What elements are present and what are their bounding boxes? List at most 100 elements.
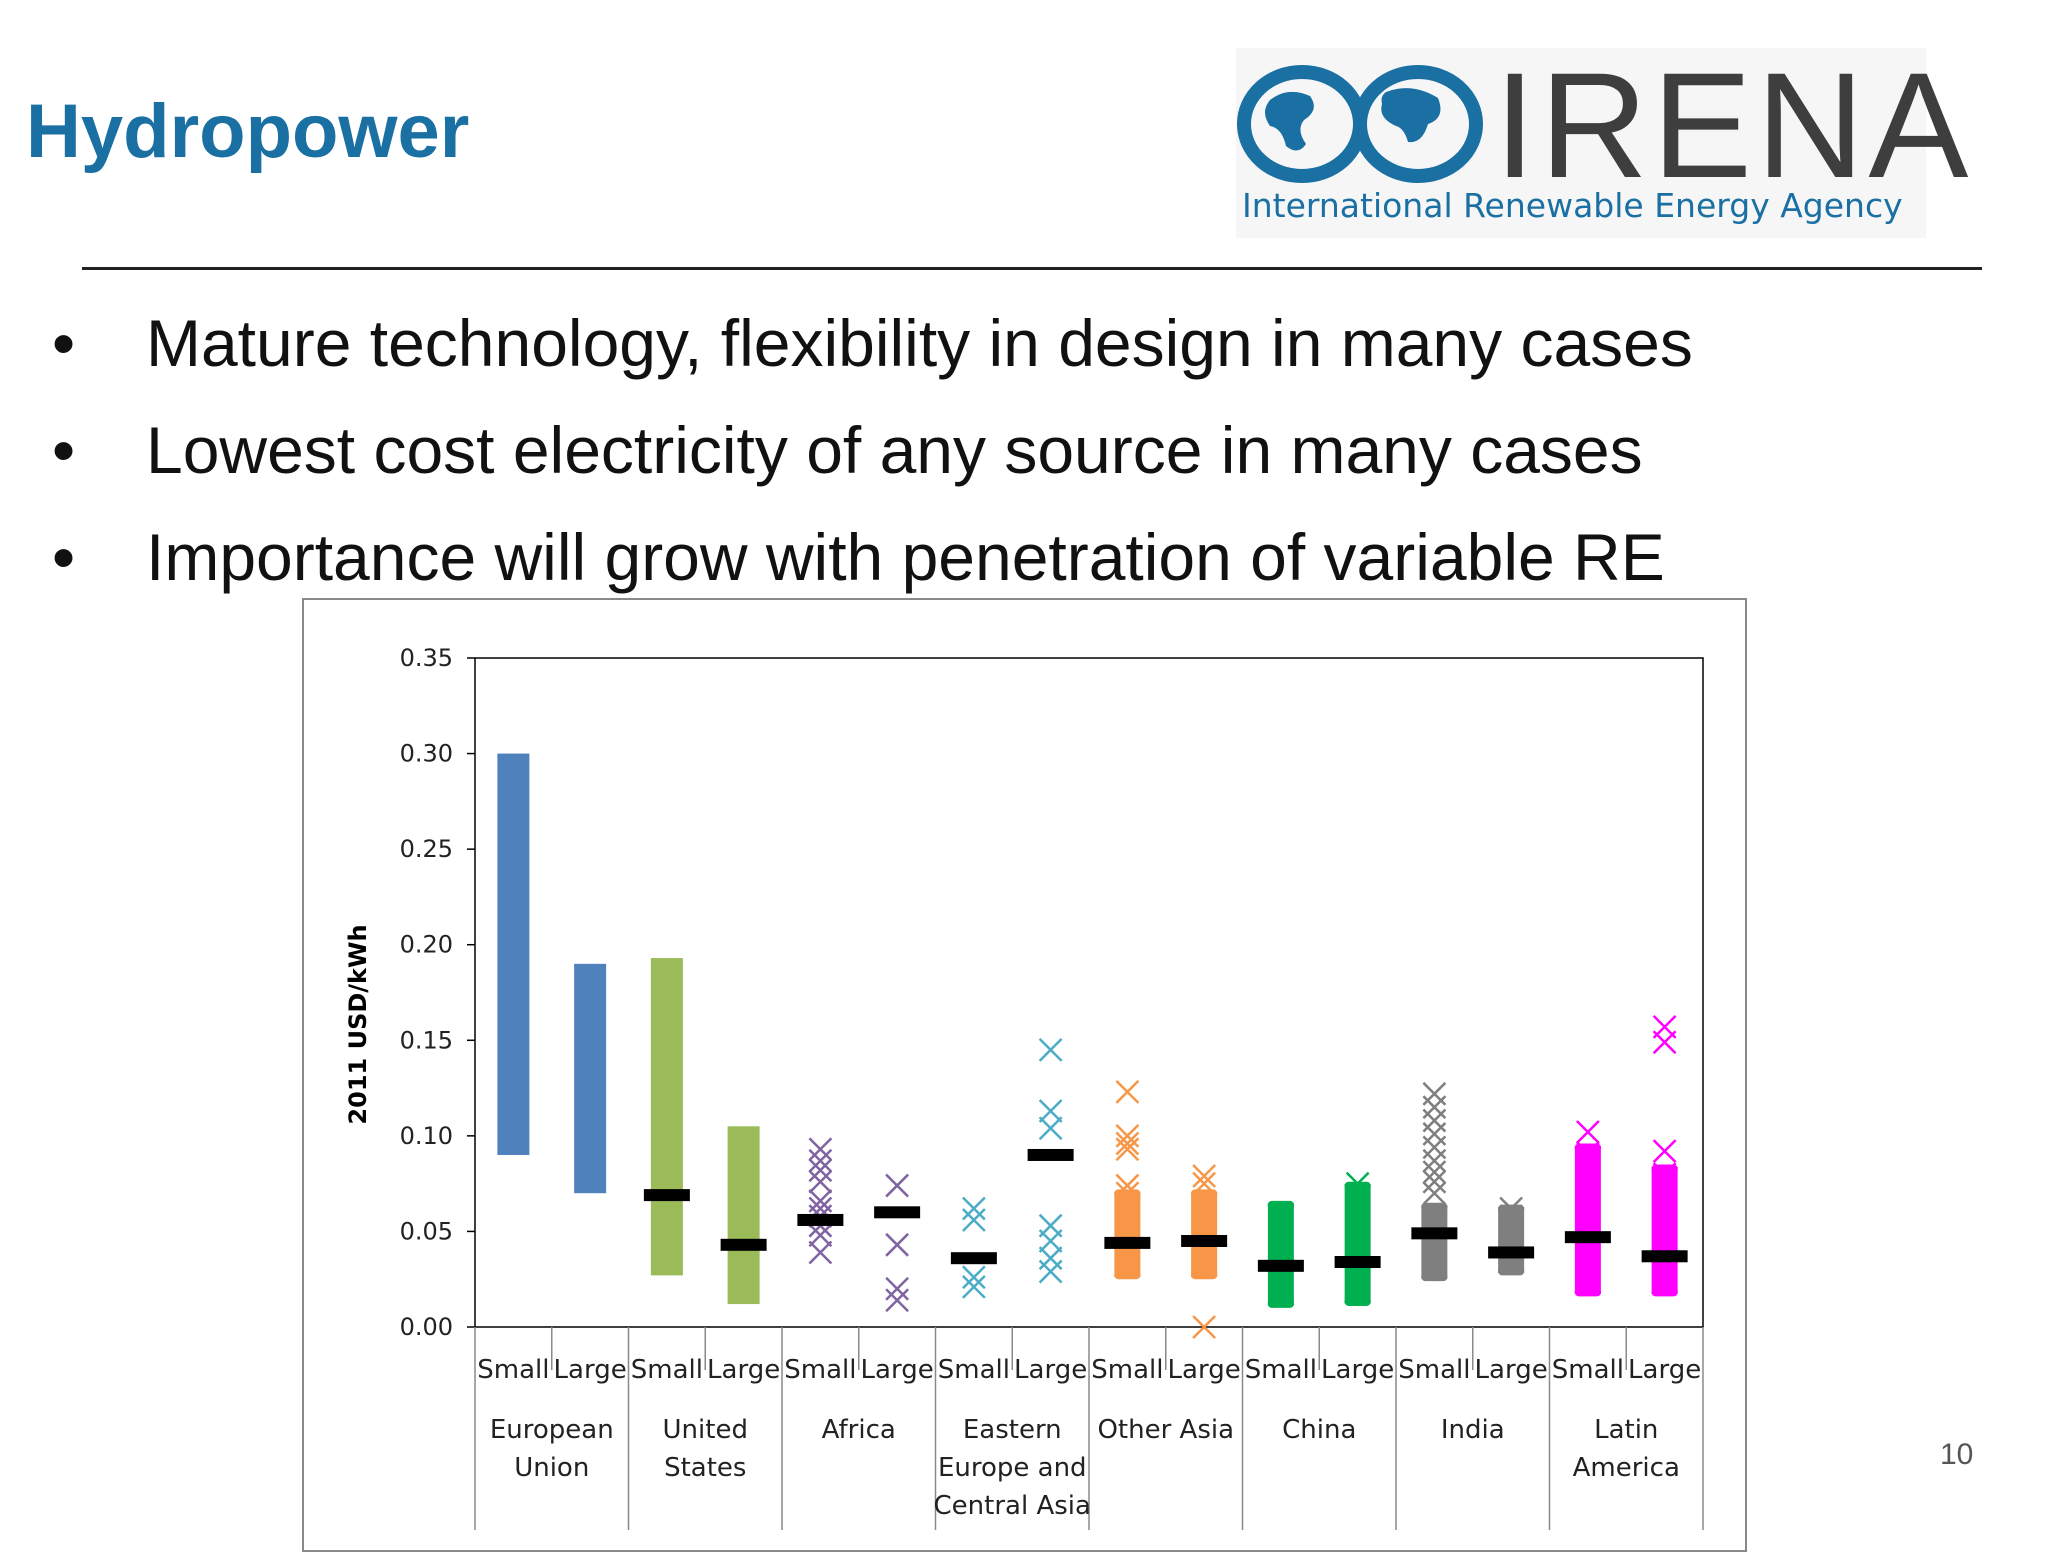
- data-point-cross: [1192, 1164, 1217, 1188]
- region-label: Eastern: [963, 1415, 1062, 1445]
- mean-marker: [797, 1213, 844, 1226]
- data-point-cross: [1575, 1120, 1600, 1144]
- data-point-cross: [1422, 1148, 1447, 1173]
- size-tick-label: Large: [1475, 1355, 1548, 1385]
- data-point-cross: [885, 1232, 910, 1257]
- mean-marker: [1564, 1231, 1611, 1244]
- cluster-edge: [1421, 1205, 1448, 1279]
- y-tick-label: 0.20: [400, 931, 453, 959]
- bullet-text: Importance will grow with penetration of…: [146, 520, 1665, 594]
- size-tick-label: Large: [1168, 1355, 1241, 1385]
- region-label: India: [1441, 1415, 1505, 1445]
- size-tick-label: Small: [1552, 1355, 1624, 1385]
- data-point-cross: [1038, 1259, 1063, 1284]
- data-point-cross: [961, 1265, 986, 1290]
- y-axis-label: 2011 USD/kWh: [344, 924, 372, 1124]
- data-point-cross: [1115, 1137, 1140, 1162]
- region-label: Central Asia: [934, 1491, 1091, 1521]
- logo-globe-left: [1237, 65, 1367, 183]
- region-label: Latin: [1594, 1415, 1658, 1445]
- region-label: Europe and: [938, 1453, 1087, 1483]
- data-point-cross: [1499, 1204, 1524, 1229]
- data-point-cross: [1038, 1037, 1063, 1062]
- data-point-cross: [1499, 1196, 1524, 1221]
- size-tick-label: Small: [1245, 1355, 1317, 1385]
- data-point-cross: [1422, 1081, 1447, 1106]
- data-point-cross: [808, 1137, 833, 1162]
- region-label: European: [490, 1415, 614, 1445]
- data-point-cross: [1422, 1108, 1447, 1133]
- data-point-cross: [1115, 1080, 1140, 1104]
- chart-frame: 0.00 0.05 0.10 0.15 0.20 0.25 0.30 0.35 2011 USD…: [302, 598, 1747, 1552]
- data-point-cross: [808, 1148, 833, 1173]
- size-tick-label: Large: [707, 1355, 780, 1385]
- point-cluster: [1191, 1189, 1218, 1280]
- bullet-text: Mature technology, flexibility in design…: [146, 306, 1693, 380]
- data-point-cross: [1345, 1183, 1370, 1207]
- region-label: America: [1573, 1453, 1680, 1483]
- mean-marker: [1257, 1259, 1304, 1272]
- bullet-text: Lowest cost electricity of any source in…: [146, 413, 1643, 487]
- y-tick-label: 0.05: [400, 1217, 453, 1245]
- data-point-cross: [961, 1196, 986, 1221]
- logo-wordmark: IRENA: [1494, 41, 1973, 209]
- data-point-cross: [1652, 1030, 1677, 1055]
- region-label: Other Asia: [1097, 1415, 1234, 1445]
- mean-marker: [1488, 1246, 1535, 1259]
- size-tick-label: Small: [631, 1355, 703, 1385]
- data-point-cross: [1652, 1162, 1677, 1186]
- data-point-cross: [1038, 1246, 1063, 1271]
- point-cluster: [1114, 1189, 1141, 1280]
- region-label: Africa: [822, 1415, 896, 1445]
- size-tick-label: Small: [477, 1355, 549, 1385]
- y-tick-label: 0.30: [400, 740, 453, 768]
- region-label: United: [663, 1415, 748, 1445]
- data-point-cross: [1422, 1169, 1447, 1194]
- data-point-cross: [1422, 1160, 1447, 1185]
- region-label: Union: [514, 1453, 589, 1483]
- size-tick-label: Large: [1014, 1355, 1087, 1385]
- range-bar: [727, 1126, 760, 1305]
- mean-marker: [1027, 1148, 1074, 1161]
- data-point-cross: [961, 1208, 986, 1232]
- data-point-cross: [808, 1158, 833, 1183]
- point-cluster: [1267, 1200, 1294, 1308]
- data-point-cross: [1115, 1131, 1140, 1156]
- y-tick-label: 0.15: [400, 1026, 453, 1054]
- point-cluster: [1574, 1143, 1601, 1297]
- data-point-cross: [808, 1169, 833, 1194]
- size-tick-label: Small: [1398, 1355, 1470, 1385]
- globe-infinity-icon: [1237, 65, 1483, 183]
- page-number: 10: [1940, 1438, 1974, 1471]
- data-point-cross: [1422, 1135, 1447, 1160]
- y-tick-label: 0.35: [400, 644, 453, 672]
- mean-marker: [1641, 1250, 1688, 1263]
- mean-marker: [643, 1189, 690, 1202]
- size-tick-label: Large: [554, 1355, 627, 1385]
- y-tick-label: 0.10: [400, 1122, 453, 1150]
- point-cluster: [1344, 1181, 1371, 1306]
- data-point-cross: [1038, 1229, 1063, 1253]
- mean-marker: [874, 1206, 921, 1219]
- data-point-cross: [1345, 1171, 1370, 1196]
- data-point-cross: [1038, 1116, 1063, 1141]
- data-point-cross: [885, 1288, 910, 1313]
- size-tick-label: Large: [861, 1355, 934, 1385]
- bullet-glyph: •: [52, 413, 76, 487]
- data-point-cross: [1038, 1099, 1063, 1123]
- data-point-cross: [808, 1223, 833, 1248]
- cluster-edge: [1651, 1167, 1678, 1294]
- mean-marker: [1411, 1227, 1458, 1240]
- irena-logo: IRENA International Renewable Energy Age…: [1236, 48, 1968, 238]
- data-point-cross: [1422, 1095, 1447, 1120]
- data-point-cross: [1422, 1181, 1447, 1206]
- size-tick-label: Small: [938, 1355, 1010, 1385]
- data-point-cross: [808, 1240, 833, 1265]
- mean-marker: [1334, 1256, 1381, 1269]
- slide-title: Hydropower: [26, 89, 470, 174]
- size-tick-label: Small: [1091, 1355, 1163, 1385]
- mean-marker: [950, 1252, 997, 1265]
- region-label: States: [664, 1453, 746, 1483]
- cluster-edge: [1574, 1146, 1601, 1294]
- logo-globe-right: [1353, 65, 1483, 183]
